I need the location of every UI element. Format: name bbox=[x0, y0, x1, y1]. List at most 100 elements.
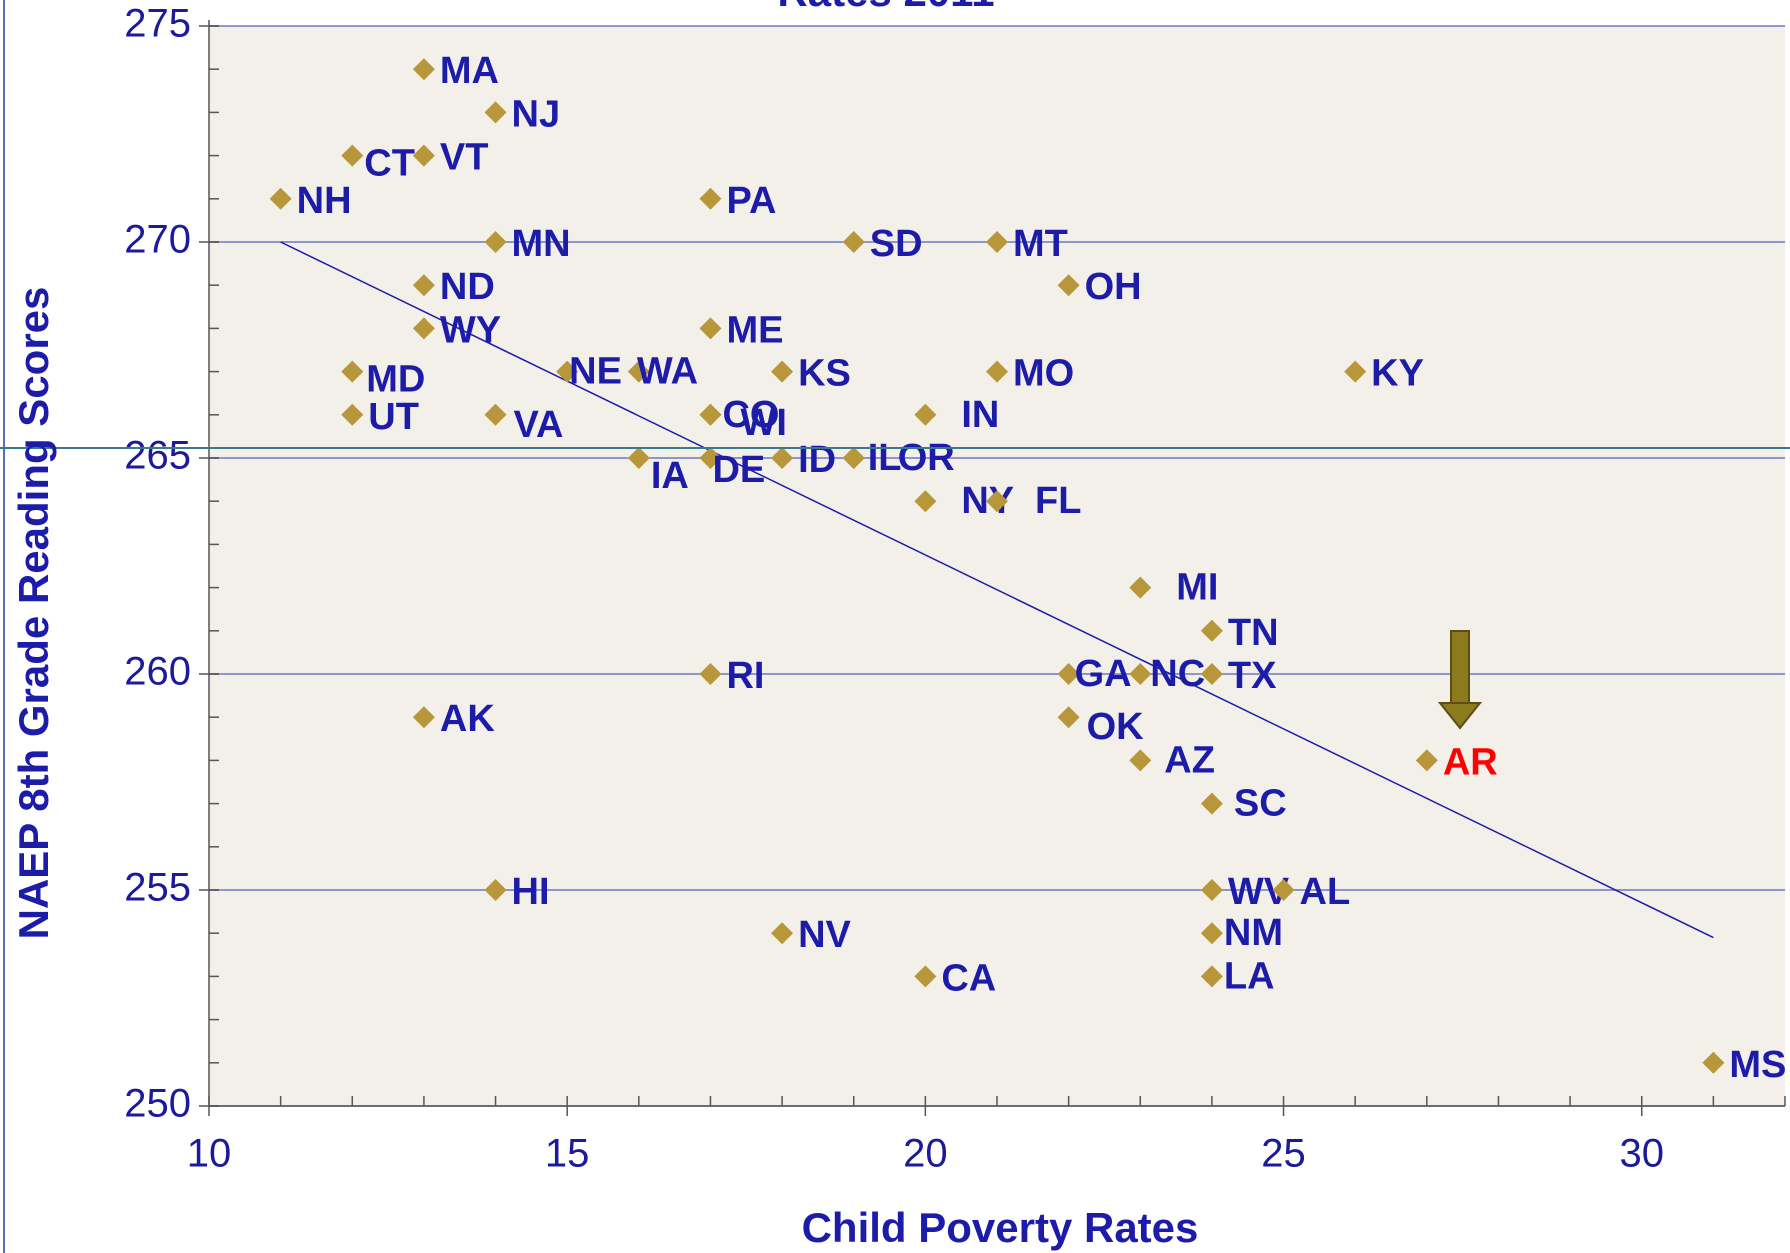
point-label: MO bbox=[1013, 353, 1074, 395]
point-label: MT bbox=[1013, 223, 1068, 265]
y-axis-title: NAEP 8th Grade Reading Scores bbox=[10, 287, 57, 940]
y-tick-label: 270 bbox=[124, 218, 191, 262]
point-label: WA bbox=[637, 351, 698, 393]
plot-area bbox=[209, 26, 1785, 1106]
point bbox=[412, 274, 435, 297]
point-label: LA bbox=[1224, 955, 1275, 997]
point bbox=[986, 490, 1008, 513]
point bbox=[986, 231, 1008, 253]
point bbox=[412, 706, 435, 729]
point bbox=[986, 360, 1008, 383]
point bbox=[1415, 749, 1438, 772]
point-label: NC bbox=[1150, 653, 1205, 695]
point bbox=[699, 663, 722, 685]
point-label: IA bbox=[651, 455, 689, 497]
point bbox=[627, 447, 650, 469]
point-label: MN bbox=[512, 223, 571, 265]
chart-title: Rates 2011 bbox=[777, 0, 994, 15]
point bbox=[699, 187, 722, 210]
point-label: AK bbox=[440, 698, 495, 740]
point-label: OK bbox=[1087, 706, 1145, 748]
y-tick-label: 260 bbox=[124, 650, 191, 694]
point-label: HI bbox=[512, 871, 550, 913]
point bbox=[412, 58, 435, 81]
point-label: VA bbox=[514, 404, 564, 446]
point-label: NV bbox=[798, 914, 851, 956]
point-label: AZ bbox=[1164, 739, 1215, 781]
point bbox=[341, 403, 364, 426]
point bbox=[556, 360, 579, 383]
point-label: UT bbox=[368, 396, 419, 438]
point bbox=[1057, 274, 1080, 297]
arrow bbox=[1437, 630, 1483, 730]
point bbox=[1702, 1051, 1725, 1074]
point-label: WY bbox=[440, 309, 501, 351]
point-label: MI bbox=[1176, 567, 1218, 609]
trend-group bbox=[280, 241, 1714, 939]
arrow-head bbox=[1437, 702, 1483, 730]
point-label: TN bbox=[1228, 612, 1279, 654]
point-label: AL bbox=[1300, 871, 1351, 913]
point-label: ME bbox=[726, 309, 783, 351]
point bbox=[771, 447, 794, 469]
point bbox=[914, 490, 937, 513]
point-label: KY bbox=[1371, 353, 1424, 395]
point bbox=[1200, 965, 1223, 988]
point bbox=[1200, 619, 1223, 642]
point-label: KS bbox=[798, 353, 851, 395]
point-label: TX bbox=[1228, 655, 1277, 697]
point-label: DE bbox=[712, 449, 765, 491]
point bbox=[484, 879, 507, 901]
y-tick-label: 265 bbox=[124, 434, 191, 478]
point-label: CO bbox=[722, 394, 779, 436]
trendline bbox=[280, 241, 1714, 939]
y-tick-label: 255 bbox=[124, 866, 191, 910]
point bbox=[1200, 663, 1223, 685]
point bbox=[341, 360, 364, 383]
point bbox=[1344, 360, 1367, 383]
x-axis-title: Child Poverty Rates bbox=[802, 1204, 1199, 1251]
point-label: ND bbox=[440, 266, 495, 308]
point bbox=[699, 403, 722, 426]
grid: 250 255 260 265 270 275 10 15 20 25 30 bbox=[124, 2, 1786, 1176]
x-tick-label: 15 bbox=[545, 1132, 590, 1176]
point-label: NH bbox=[297, 180, 352, 222]
point bbox=[1200, 879, 1223, 901]
x-tick-label: 20 bbox=[903, 1132, 948, 1176]
x-tick-label: 25 bbox=[1261, 1132, 1306, 1176]
point-label: AR bbox=[1443, 741, 1498, 783]
point-label: NJ bbox=[512, 93, 561, 135]
point-label: FL bbox=[1035, 480, 1081, 522]
point-label: IL bbox=[868, 437, 902, 479]
point-label: GA bbox=[1075, 653, 1132, 695]
point bbox=[1057, 663, 1080, 685]
point bbox=[771, 922, 794, 945]
point bbox=[484, 231, 507, 253]
x-tick-label: 10 bbox=[187, 1132, 232, 1176]
point-label: MA bbox=[440, 50, 499, 92]
point-label: ID bbox=[798, 439, 836, 481]
point-label: OR bbox=[898, 437, 955, 479]
point bbox=[1057, 706, 1080, 729]
point-label: SC bbox=[1234, 783, 1287, 825]
point bbox=[269, 187, 292, 210]
point-label: CA bbox=[941, 957, 996, 999]
point bbox=[699, 447, 722, 469]
point bbox=[1200, 922, 1223, 945]
x-tick-label: 30 bbox=[1619, 1132, 1664, 1176]
point bbox=[842, 231, 865, 253]
point-label: CT bbox=[364, 143, 415, 185]
point bbox=[1129, 576, 1152, 599]
point bbox=[341, 144, 364, 167]
y-tick-label: 275 bbox=[124, 2, 191, 46]
point-label: SD bbox=[870, 223, 923, 265]
point-label: NE bbox=[569, 351, 622, 393]
point bbox=[412, 317, 435, 340]
point-label: OH bbox=[1085, 266, 1142, 308]
point bbox=[484, 101, 507, 124]
point-label: VT bbox=[440, 137, 489, 179]
point bbox=[914, 403, 937, 426]
point bbox=[699, 317, 722, 340]
point bbox=[842, 447, 865, 469]
point bbox=[1200, 792, 1223, 815]
